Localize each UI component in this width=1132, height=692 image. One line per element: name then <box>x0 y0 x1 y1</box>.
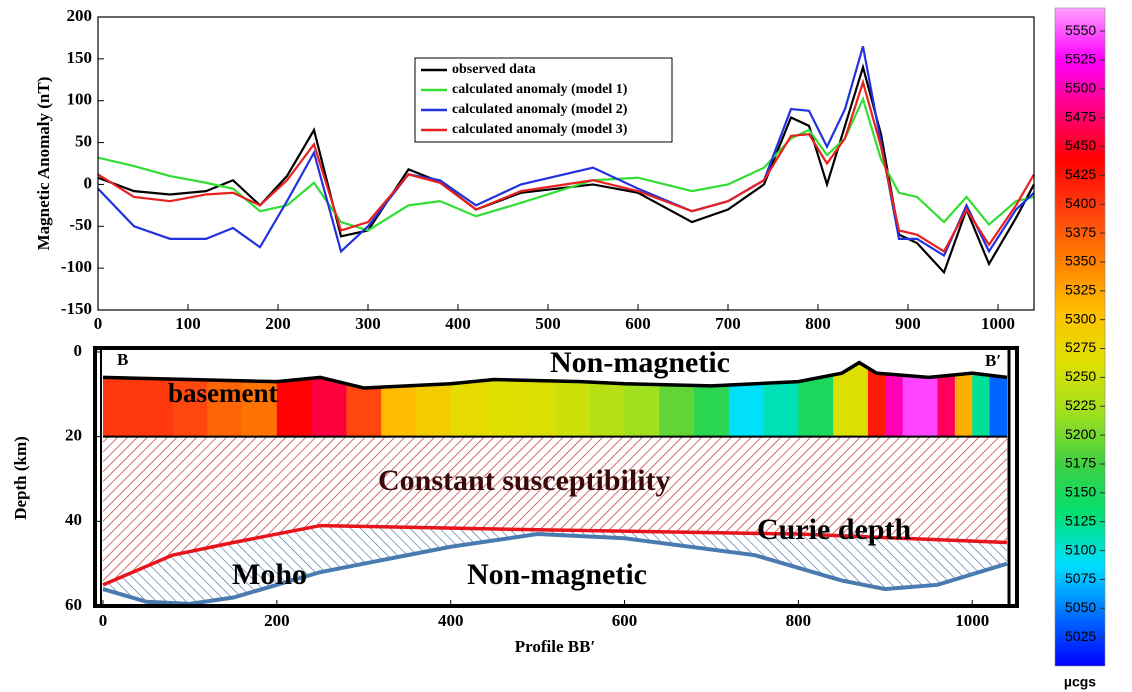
x-tick-label: 800 <box>786 611 812 630</box>
annotation: basement <box>168 378 278 408</box>
susceptibility-strip <box>311 362 347 437</box>
colorbar-tick-label: 5400 <box>1065 195 1096 211</box>
colorbar-tick-label: 5425 <box>1065 166 1096 182</box>
y-axis-label: Magnetic Anomaly (nT) <box>34 77 53 251</box>
colorbar-tick-label: 5200 <box>1065 426 1096 442</box>
series-line <box>97 45 1035 258</box>
susceptibility-strip <box>937 362 956 437</box>
y-axis-label: Depth (km) <box>11 436 30 520</box>
x-tick-label: 1000 <box>981 314 1015 333</box>
y-tick-label: -100 <box>61 257 92 276</box>
colorbar-label: µcgs <box>1064 674 1096 690</box>
y-tick-label: -150 <box>61 299 92 318</box>
colorbar-tick-label: 5300 <box>1065 310 1096 326</box>
susceptibility-strip <box>867 362 886 437</box>
colorbar-tick-label: 5450 <box>1065 137 1096 153</box>
x-tick-label: 600 <box>625 314 651 333</box>
plot-frame <box>97 16 1035 311</box>
x-tick-label: 200 <box>264 611 290 630</box>
susceptibility-strip <box>346 362 382 437</box>
annotation: Non-magnetic <box>467 558 647 591</box>
colorbar-tick-label: 5225 <box>1065 397 1096 413</box>
colorbar-tick-label: 5375 <box>1065 224 1096 240</box>
colorbar-tick-label: 5075 <box>1065 570 1096 586</box>
y-tick-label: 60 <box>65 595 82 614</box>
annotation: B <box>117 350 128 369</box>
y-tick-label: 200 <box>67 6 93 25</box>
series-line <box>97 95 1035 232</box>
colorbar-tick-label: 5500 <box>1065 80 1096 96</box>
colorbar-tick-label: 5250 <box>1065 368 1096 384</box>
legend-label: calculated anomaly (model 1) <box>452 82 628 97</box>
colorbar-tick-label: 5275 <box>1065 339 1096 355</box>
below-curie <box>103 525 1007 604</box>
susceptibility-strip <box>728 362 765 437</box>
susceptibility-strip <box>902 362 921 437</box>
x-tick-label: 600 <box>612 611 638 630</box>
susceptibility-strip <box>450 362 487 437</box>
basement-top <box>102 360 1008 390</box>
legend-label: calculated anomaly (model 3) <box>452 122 628 137</box>
susceptibility-strip <box>989 362 1007 437</box>
x-tick-label: 200 <box>265 314 291 333</box>
colorbar-tick-label: 5050 <box>1065 599 1096 615</box>
x-tick-label: 0 <box>94 314 103 333</box>
legend-label: calculated anomaly (model 2) <box>452 102 628 117</box>
annotation: B′ <box>985 351 1001 370</box>
x-tick-label: 100 <box>175 314 201 333</box>
annotation: Moho <box>232 558 307 591</box>
moho <box>102 532 1008 606</box>
x-tick-label: 0 <box>99 611 108 630</box>
x-tick-label: 700 <box>715 314 741 333</box>
x-tick-label: 500 <box>535 314 561 333</box>
colorbar-tick-label: 5525 <box>1065 51 1096 67</box>
annotation: Constant susceptibility <box>378 464 671 497</box>
curie-depth <box>102 523 1008 587</box>
constant-layer <box>103 436 1007 585</box>
susceptibility-strip <box>763 362 799 437</box>
x-tick-label: 400 <box>438 611 464 630</box>
colorbar-tick-label: 5325 <box>1065 282 1096 298</box>
legend-box <box>414 57 673 143</box>
annotation: Curie depth <box>757 513 911 546</box>
susceptibility-strip <box>415 362 452 437</box>
section-frame <box>93 346 1019 608</box>
y-tick-label: 40 <box>65 510 82 529</box>
susceptibility-strip <box>381 362 417 437</box>
series-line <box>97 78 1035 253</box>
susceptibility-strip <box>920 362 939 437</box>
y-tick-label: 20 <box>65 426 82 445</box>
susceptibility-strip <box>972 362 991 437</box>
colorbar-tick-label: 5125 <box>1065 512 1096 528</box>
colorbar-tick-label: 5175 <box>1065 455 1096 471</box>
x-axis-label: Profile BB′ <box>515 637 595 656</box>
y-tick-label: 0 <box>84 173 93 192</box>
y-tick-label: 0 <box>74 341 83 360</box>
x-tick-label: 800 <box>805 314 831 333</box>
susceptibility-strip <box>485 362 521 437</box>
colorbar-tick-label: 5150 <box>1065 484 1096 500</box>
y-tick-label: 100 <box>67 90 93 109</box>
x-tick-label: 300 <box>355 314 381 333</box>
susceptibility-strip <box>885 362 904 437</box>
y-tick-label: 150 <box>67 48 93 67</box>
colorbar-tick-label: 5350 <box>1065 253 1096 269</box>
y-tick-label: -50 <box>69 215 92 234</box>
x-tick-label: 400 <box>445 314 471 333</box>
colorbar-tick-label: 5475 <box>1065 108 1096 124</box>
annotation: Non-magnetic <box>550 346 730 379</box>
x-tick-label: 1000 <box>955 611 989 630</box>
x-tick-label: 900 <box>895 314 921 333</box>
susceptibility-strip <box>954 362 973 437</box>
susceptibility-strip <box>798 362 834 437</box>
legend-label: observed data <box>452 62 536 77</box>
colorbar-tick-label: 5025 <box>1065 628 1096 644</box>
susceptibility-strip <box>276 362 313 437</box>
colorbar-tick-label: 5550 <box>1065 22 1096 38</box>
colorbar-tick-label: 5100 <box>1065 541 1096 557</box>
y-tick-label: 50 <box>75 131 92 150</box>
colorbar <box>1054 7 1106 667</box>
